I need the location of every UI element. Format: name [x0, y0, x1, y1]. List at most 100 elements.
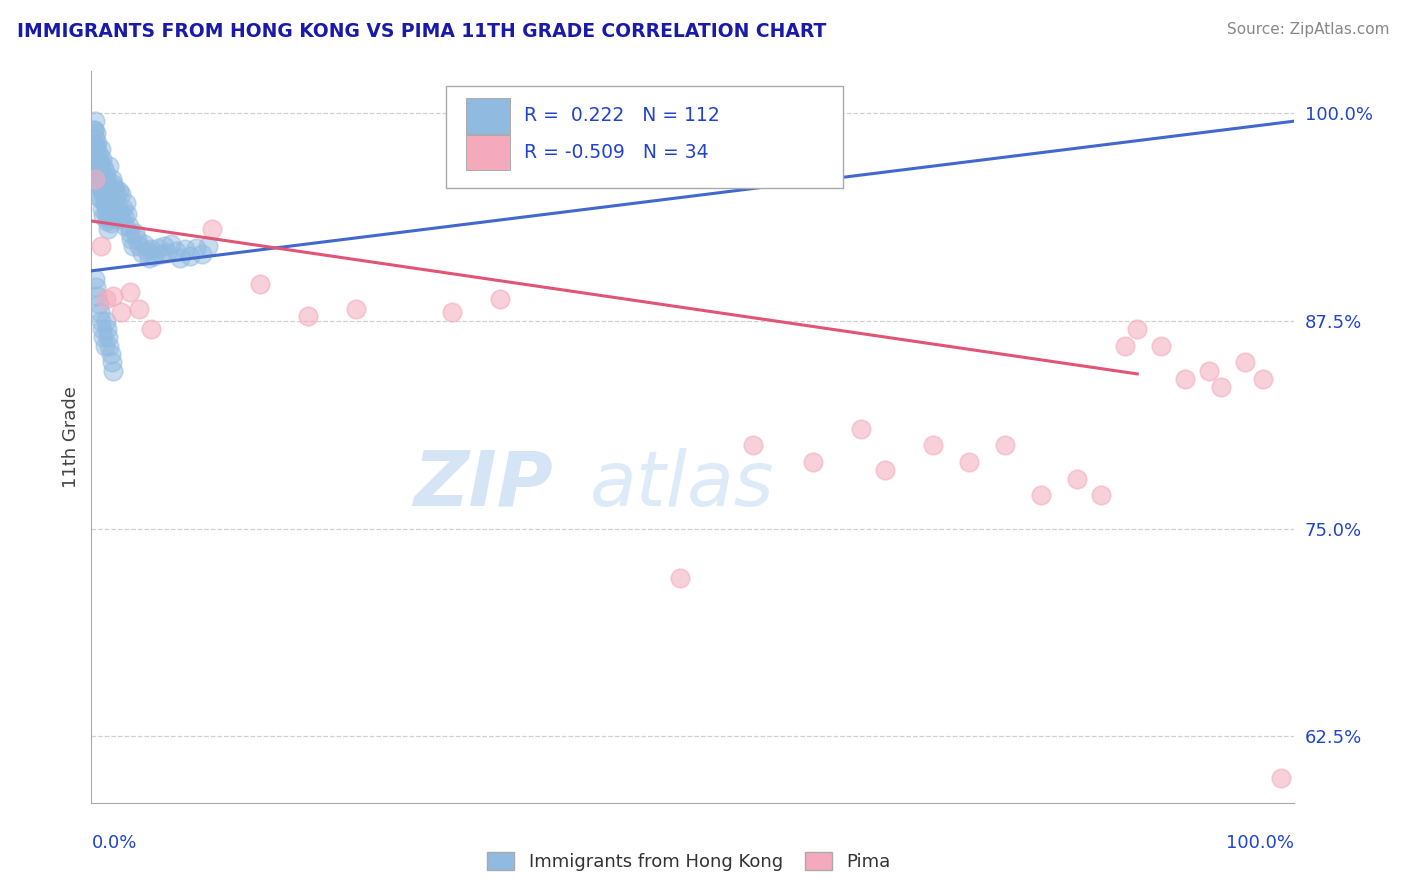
Point [93, 159, 115, 173]
Point [87, 147, 110, 161]
Point [191, 247, 214, 261]
Point [101, 178, 124, 192]
Point [84, 139, 107, 153]
Point [98, 159, 121, 173]
Point [1126, 322, 1149, 336]
Point [84, 139, 107, 153]
Point [94, 314, 117, 328]
Point [142, 249, 165, 263]
Point [741, 438, 763, 452]
Point [184, 241, 207, 255]
Point [131, 245, 153, 260]
Point [104, 205, 127, 219]
Point [179, 249, 201, 263]
Text: 100.0%: 100.0% [1226, 834, 1294, 852]
Point [101, 289, 124, 303]
Point [118, 226, 141, 240]
Point [110, 187, 132, 202]
Point [107, 201, 129, 215]
Point [93, 338, 115, 352]
Point [801, 455, 824, 469]
Point [90, 172, 112, 186]
Point [138, 251, 160, 265]
Point [89, 155, 111, 169]
Point [91, 178, 114, 192]
Point [83, 122, 105, 136]
Point [120, 232, 142, 246]
Point [150, 247, 173, 261]
Point [134, 237, 156, 252]
Point [297, 309, 319, 323]
Point [89, 164, 111, 178]
Point [141, 322, 163, 336]
Point [104, 180, 127, 194]
Point [1090, 488, 1112, 502]
Text: R = -0.509   N = 34: R = -0.509 N = 34 [524, 143, 709, 162]
Point [97, 330, 120, 344]
Point [93, 189, 115, 203]
Point [152, 239, 174, 253]
Point [93, 330, 115, 344]
Point [100, 347, 122, 361]
Point [84, 176, 107, 190]
Point [94, 292, 117, 306]
Point [87, 155, 110, 169]
Point [90, 314, 112, 328]
Point [86, 147, 108, 161]
Point [103, 209, 125, 223]
Point [110, 212, 132, 227]
Point [86, 289, 108, 303]
Point [128, 239, 150, 253]
Point [93, 184, 115, 198]
Point [873, 463, 896, 477]
Point [84, 153, 107, 167]
Point [135, 244, 157, 258]
Point [84, 172, 107, 186]
Point [96, 214, 118, 228]
Point [110, 305, 132, 319]
Point [83, 122, 105, 136]
Point [108, 184, 131, 198]
Point [98, 186, 121, 200]
Point [98, 211, 121, 225]
Point [86, 159, 108, 173]
Point [108, 209, 131, 223]
Text: 0.0%: 0.0% [91, 834, 136, 852]
Point [114, 219, 136, 233]
Point [87, 172, 110, 186]
Text: ZIP: ZIP [415, 448, 554, 522]
Text: IMMIGRANTS FROM HONG KONG VS PIMA 11TH GRADE CORRELATION CHART: IMMIGRANTS FROM HONG KONG VS PIMA 11TH G… [17, 22, 827, 41]
FancyBboxPatch shape [467, 98, 510, 134]
Point [440, 305, 463, 319]
Point [84, 272, 107, 286]
Point [1270, 771, 1292, 785]
Point [922, 438, 945, 452]
Point [128, 301, 150, 316]
Point [98, 338, 121, 352]
Point [97, 205, 120, 219]
Point [489, 109, 512, 123]
Point [111, 201, 134, 215]
Point [96, 322, 118, 336]
Point [105, 187, 128, 202]
Point [165, 244, 187, 258]
Point [101, 363, 124, 377]
Point [86, 136, 108, 150]
Point [105, 212, 128, 227]
Point [100, 216, 122, 230]
Point [1066, 472, 1088, 486]
Point [97, 180, 120, 194]
Point [122, 239, 145, 253]
Point [93, 164, 115, 178]
Point [1198, 363, 1220, 377]
Text: atlas: atlas [591, 448, 775, 522]
Point [994, 438, 1017, 452]
Point [94, 194, 117, 208]
Point [146, 241, 169, 255]
Point [118, 285, 141, 300]
Point [93, 197, 115, 211]
Point [84, 164, 107, 178]
Point [89, 180, 111, 194]
Point [110, 205, 132, 219]
Point [125, 232, 148, 246]
